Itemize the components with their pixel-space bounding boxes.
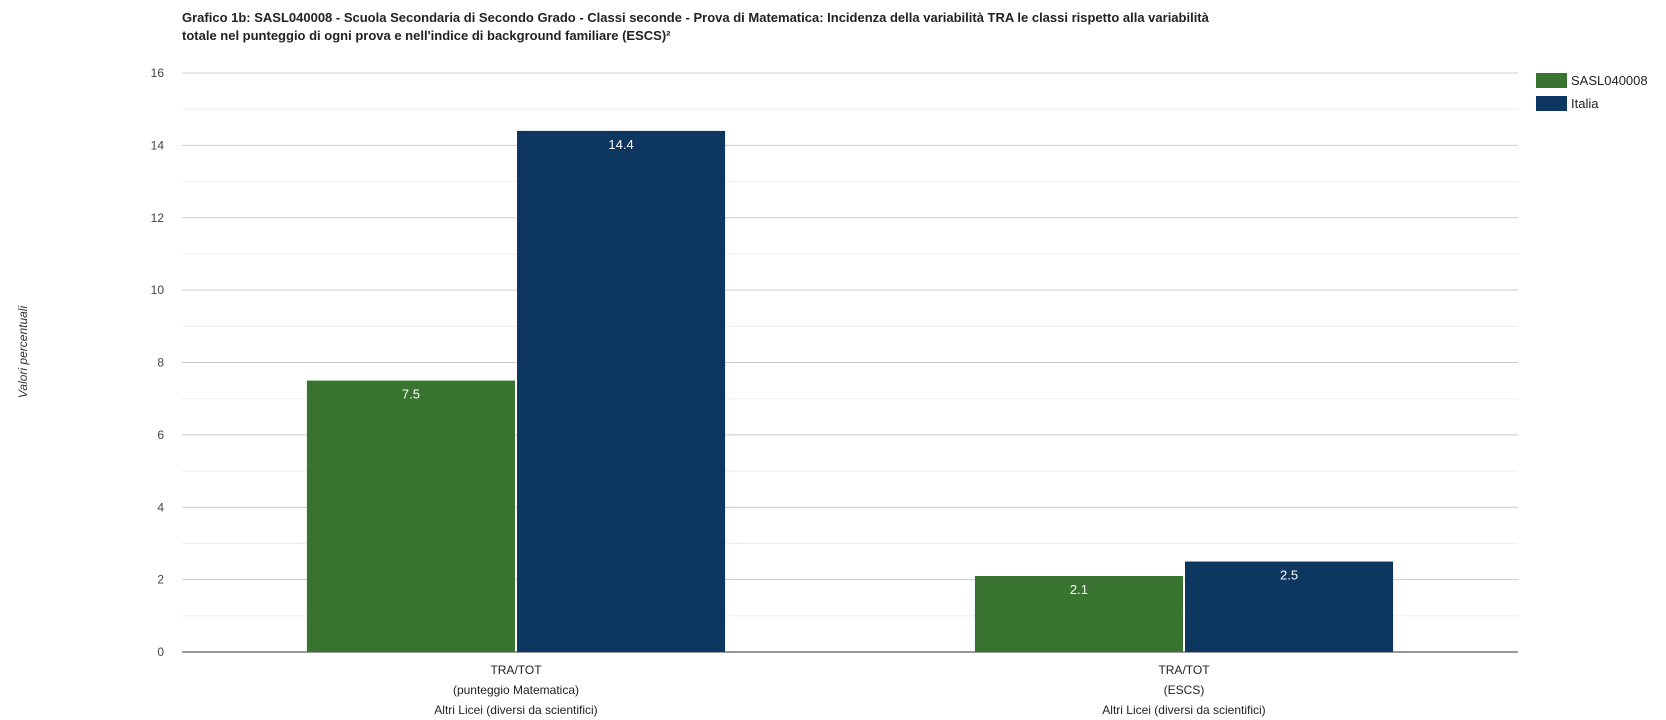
legend-swatch [1536,96,1567,111]
bar-italia-2 [1185,561,1394,652]
data-label: 2.1 [1070,582,1088,597]
category-label-line: TRA/TOT [1158,663,1210,677]
data-label: 14.4 [608,137,633,152]
category-label-line: (punteggio Matematica) [453,683,579,697]
y-tick-label: 0 [157,645,164,659]
category-label-line: TRA/TOT [490,663,542,677]
legend: SASL040008 Italia [1536,73,1648,111]
bar-italia-1 [517,130,726,652]
category-labels: TRA/TOT (punteggio Matematica) Altri Licei… [434,663,1265,717]
y-tick-label: 4 [157,500,164,514]
y-tick-label: 16 [151,66,165,80]
data-label: 2.5 [1280,568,1298,583]
data-label: 7.5 [402,387,420,402]
bar-sasl040008-1 [306,380,515,652]
y-tick-label: 12 [151,211,165,225]
chart-title-line-1: Grafico 1b: SASL040008 - Scuola Secondar… [182,10,1209,25]
y-tick-label: 10 [151,283,165,297]
y-axis-ticks: 0 2 4 6 8 10 12 14 16 [151,66,165,659]
category-label-line: (ESCS) [1164,683,1205,697]
category-label-line: Altri Licei (diversi da scientifici) [1102,703,1265,717]
chart-title: Grafico 1b: SASL040008 - Scuola Secondar… [182,9,1502,45]
bar-sasl040008-2 [974,576,1183,652]
y-axis-label: Valori percentuali [16,306,30,399]
chart-title-line-2: totale nel punteggio di ogni prova e nel… [182,28,671,43]
y-tick-label: 8 [157,356,164,370]
legend-swatch [1536,73,1567,88]
legend-label: SASL040008 [1571,73,1648,88]
data-labels: 7.5 14.4 2.1 2.5 [402,137,1298,597]
legend-label: Italia [1571,96,1599,111]
y-tick-label: 14 [151,138,165,152]
category-label-line: Altri Licei (diversi da scientifici) [434,703,597,717]
y-tick-label: 6 [157,428,164,442]
bars [306,130,1394,652]
y-tick-label: 2 [157,573,164,587]
